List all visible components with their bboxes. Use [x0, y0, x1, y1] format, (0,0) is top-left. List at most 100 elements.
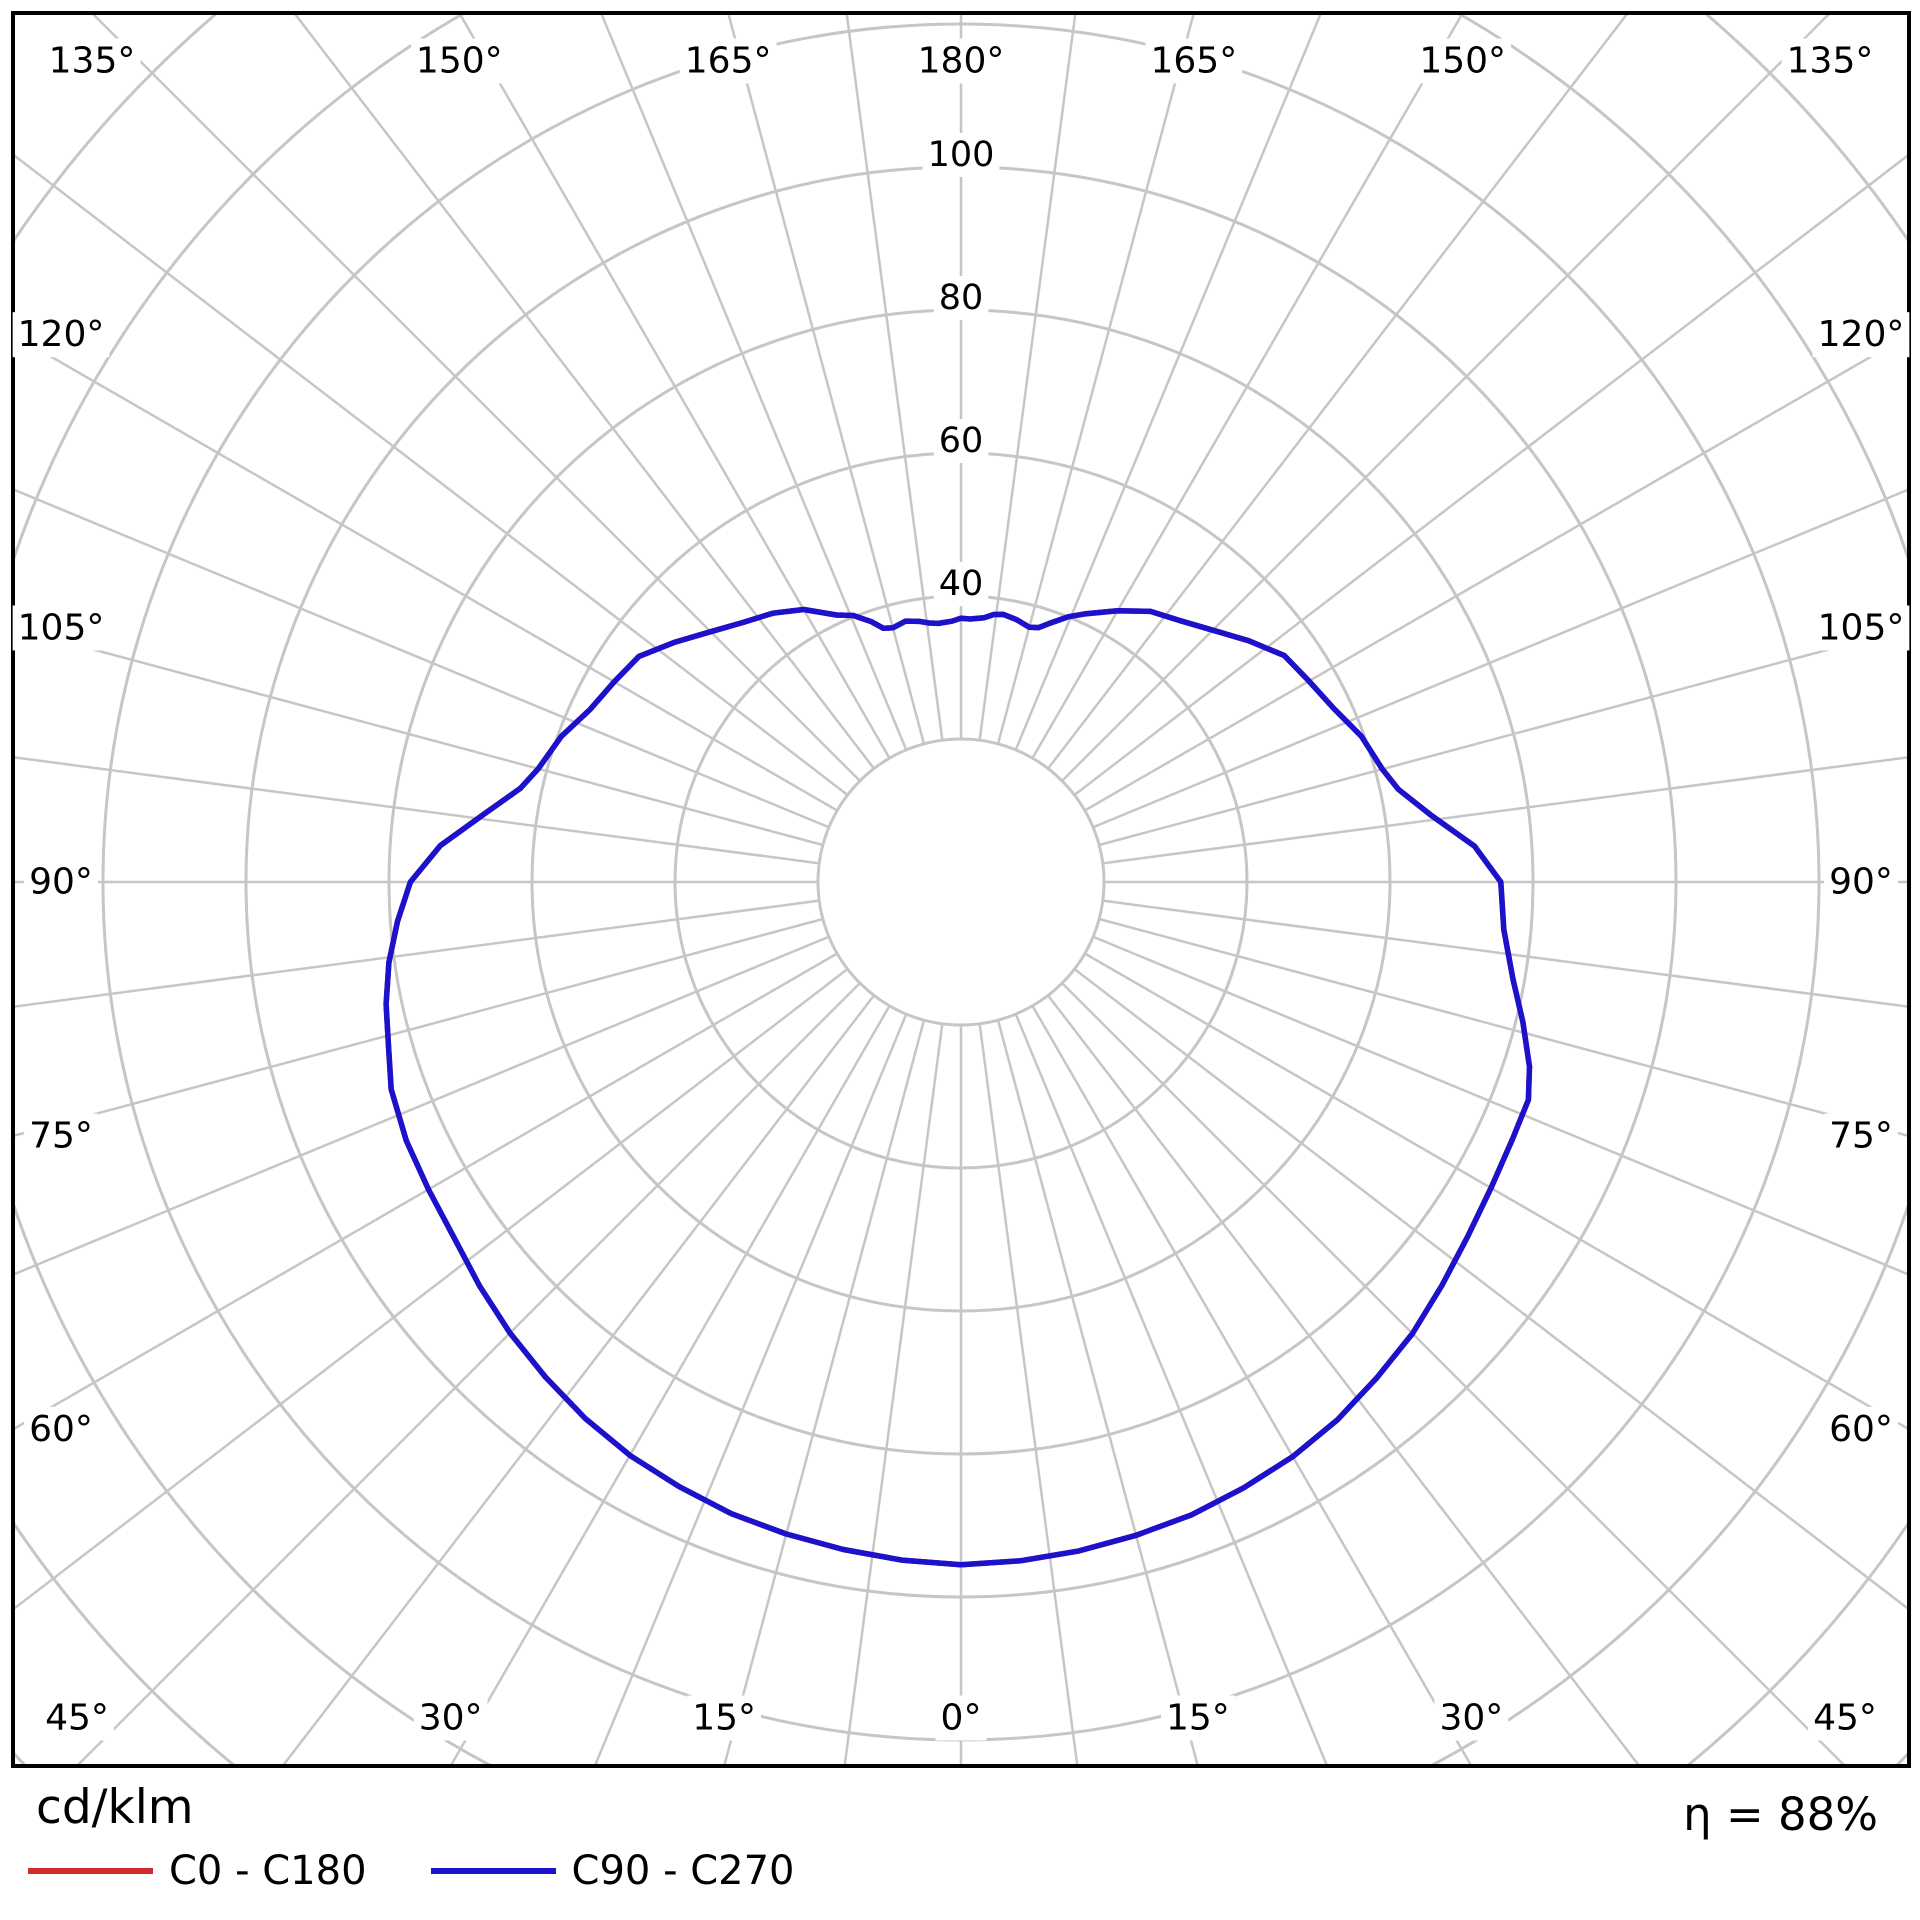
- svg-text:30°: 30°: [1439, 1698, 1503, 1739]
- polar-chart-svg: 0° 15° 15° 30° 30° 45° 45° 60° 60° 75° 75° 90° 90° 10…: [11, 11, 1911, 1768]
- polar-grid-spoke: [1073, 154, 1907, 796]
- svg-text:150°: 150°: [416, 41, 503, 82]
- angle-label-165-right: 165°: [1145, 38, 1243, 84]
- polar-grid: [15, 15, 1907, 1764]
- angle-label-135-left: 135°: [43, 38, 141, 84]
- polar-grid-spoke: [1061, 982, 1845, 1764]
- radial-label-40: 40: [933, 562, 989, 606]
- polar-grid-circle-20: [816, 737, 1106, 1027]
- polar-grid-spoke: [1047, 994, 1640, 1764]
- svg-text:30°: 30°: [419, 1698, 483, 1739]
- angle-label-105-right: 105°: [1812, 605, 1910, 651]
- svg-text:120°: 120°: [1818, 314, 1905, 355]
- legend-line-c90-c270: [430, 1868, 556, 1874]
- svg-text:80: 80: [939, 278, 984, 318]
- angle-label-120-left: 120°: [12, 312, 110, 358]
- polar-grid-spoke: [15, 154, 849, 796]
- svg-text:165°: 165°: [1150, 41, 1237, 82]
- svg-text:180°: 180°: [918, 41, 1005, 82]
- svg-text:40: 40: [939, 564, 984, 604]
- polar-grid-spoke: [1031, 1005, 1472, 1764]
- angle-label-90-left: 90°: [24, 859, 98, 905]
- angle-label-135-right: 135°: [1781, 38, 1879, 84]
- polar-grid-spoke: [458, 15, 891, 759]
- polar-grid-spoke: [723, 1019, 926, 1764]
- svg-text:105°: 105°: [1818, 607, 1905, 648]
- polar-grid-spoke: [1014, 1013, 1328, 1764]
- polar-grid-spoke: [450, 1005, 891, 1764]
- angle-label-30-right: 30°: [1434, 1695, 1509, 1741]
- legend-line-c0-c180: [28, 1868, 153, 1874]
- polar-grid-spoke: [15, 756, 820, 865]
- polar-grid-spoke: [15, 968, 849, 1610]
- angle-label-165-left: 165°: [679, 38, 777, 84]
- polar-grid-spoke: [1102, 756, 1907, 865]
- svg-text:45°: 45°: [45, 1698, 109, 1739]
- svg-text:75°: 75°: [29, 1116, 93, 1157]
- legend-item-c0-c180: C0 - C180: [28, 1848, 367, 1894]
- svg-text:60: 60: [939, 421, 984, 461]
- polar-grid-spoke: [15, 935, 830, 1276]
- svg-text:100: 100: [928, 135, 995, 175]
- polar-grid-spoke: [1098, 627, 1907, 847]
- efficiency-label: η = 88%: [1683, 1788, 1878, 1841]
- svg-text:165°: 165°: [685, 41, 772, 82]
- legend: C0 - C180 C90 - C270: [28, 1848, 795, 1894]
- polar-grid-spoke: [1102, 899, 1907, 1008]
- polar-grid-spoke: [294, 15, 875, 770]
- svg-text:135°: 135°: [49, 41, 136, 82]
- svg-text:135°: 135°: [1787, 41, 1874, 82]
- svg-text:60°: 60°: [1829, 1409, 1893, 1450]
- polar-grid-spoke: [1047, 15, 1628, 770]
- polar-grid-spoke: [15, 488, 830, 829]
- polar-grid-spoke: [282, 994, 875, 1764]
- polar-grid-spoke: [1084, 334, 1907, 812]
- svg-text:15°: 15°: [692, 1698, 756, 1739]
- polar-grid-spoke: [996, 1019, 1199, 1764]
- chart-footer: cd/klm η = 88% C0 - C180 C90 - C270: [0, 1766, 1920, 1920]
- polar-grid-spoke: [92, 15, 861, 782]
- angle-label-150-left: 150°: [410, 38, 508, 84]
- polar-grid-spoke: [1092, 488, 1907, 829]
- angle-label-120-right: 120°: [1812, 312, 1910, 358]
- polar-grid-spoke: [727, 15, 926, 745]
- polar-grid-spoke: [978, 15, 1077, 741]
- angle-label-105-left: 105°: [12, 605, 110, 651]
- polar-grid-spoke: [845, 15, 944, 741]
- curve-c90-c270: [383, 606, 1533, 1568]
- svg-text:120°: 120°: [18, 314, 105, 355]
- angle-label-60-right: 60°: [1824, 1406, 1898, 1452]
- polar-grid-spoke: [1073, 968, 1907, 1610]
- polar-grid-spoke: [15, 627, 824, 847]
- polar-grid-spoke: [1084, 952, 1907, 1430]
- angle-label-75-left: 75°: [24, 1113, 98, 1159]
- polar-grid-spoke: [15, 917, 824, 1137]
- angle-label-0-right: 0°: [935, 1695, 987, 1741]
- svg-text:150°: 150°: [1419, 41, 1506, 82]
- angle-label-75-right: 75°: [1824, 1113, 1898, 1159]
- polar-grid-spoke: [77, 982, 861, 1764]
- angle-label-180-right: 180°: [912, 38, 1010, 84]
- polar-grid-spoke: [996, 15, 1195, 745]
- angle-label-30-left: 30°: [413, 1695, 488, 1741]
- angle-label-60-left: 60°: [24, 1406, 98, 1452]
- polar-chart: 0° 15° 15° 30° 30° 45° 45° 60° 60° 75° 75° 90° 90° 10…: [11, 11, 1911, 1768]
- polar-grid-spoke: [594, 1013, 908, 1764]
- units-label: cd/klm: [36, 1780, 194, 1835]
- polar-grid-spoke: [15, 952, 838, 1430]
- angle-label-15-left: 15°: [687, 1695, 762, 1741]
- polar-grid-spoke: [1031, 15, 1464, 759]
- legend-label-c90-c270: C90 - C270: [571, 1848, 795, 1894]
- legend-item-c90-c270: C90 - C270: [430, 1848, 795, 1894]
- angle-label-45-right: 45°: [1808, 1695, 1882, 1741]
- plot-border: [11, 11, 1911, 1768]
- svg-text:90°: 90°: [1829, 862, 1893, 903]
- svg-text:105°: 105°: [18, 607, 105, 648]
- angle-label-150-right: 150°: [1414, 38, 1512, 84]
- svg-text:15°: 15°: [1166, 1698, 1230, 1739]
- angle-label-15-right: 15°: [1160, 1695, 1235, 1741]
- radial-label-80: 80: [933, 276, 989, 320]
- curve-c0-c180: [383, 606, 1533, 1568]
- svg-text:60°: 60°: [29, 1409, 93, 1450]
